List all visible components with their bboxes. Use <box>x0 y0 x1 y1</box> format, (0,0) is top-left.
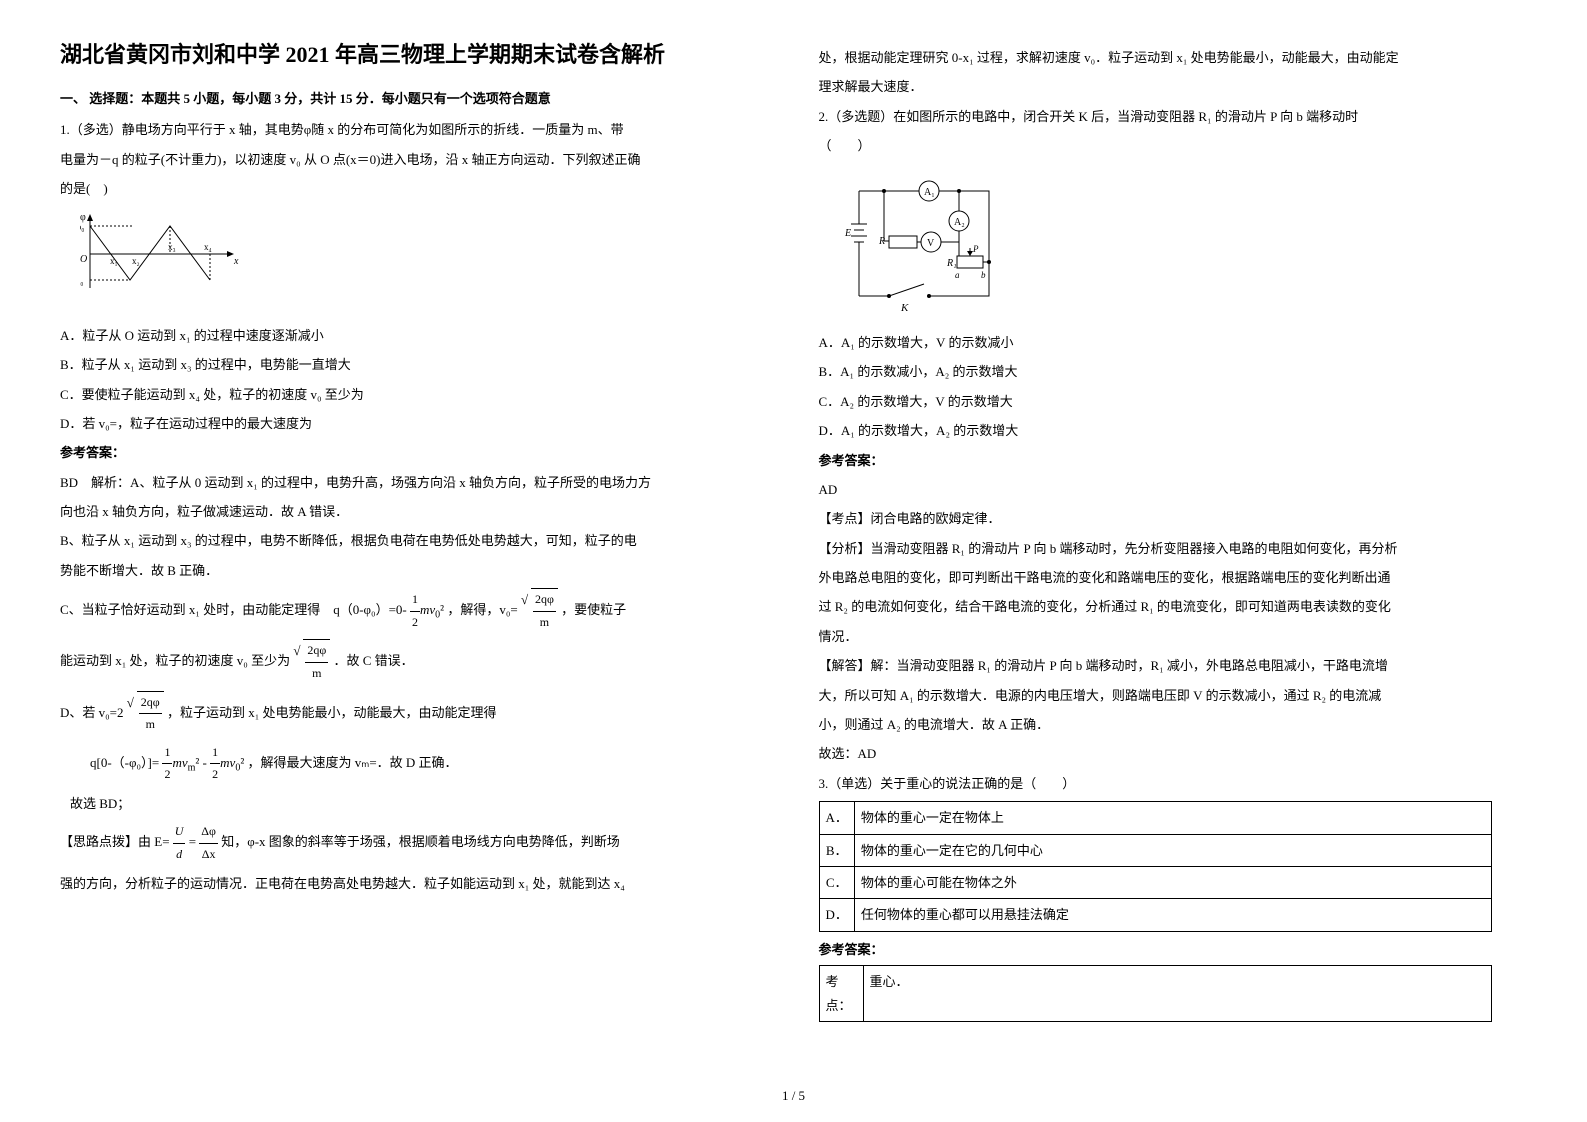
q1-ans8: q[0-（-φ₀）]= 12mvm² - 12mv0² ，解得最大速度为 vₘ=… <box>60 742 769 786</box>
circuit-diagram: E K A₁ R V <box>839 166 1528 323</box>
page-footer: 1 / 5 <box>0 1088 1587 1104</box>
q1-think: 【思路点拨】由 E= Ud = ΔφΔx 知，φ-x 图象的斜率等于场强，根据顺… <box>60 821 769 865</box>
q1-optC: C．要使粒子能运动到 x₄ 处，粒子的初速度 v₀ 至少为 <box>60 383 769 406</box>
q1-ans7: D、若 v₀=2 2qφm ，粒子运动到 x₁ 处电势能最小，动能最大，由动能定… <box>60 691 769 736</box>
q1-think-mid: = <box>189 834 196 849</box>
svg-text:P: P <box>972 244 979 254</box>
frac-half-mv0sq-1: 12 <box>410 589 420 633</box>
q3-kd-row: 考点： 重心． <box>819 965 1492 1022</box>
sqrt-2qphi-m-2: 2qφm <box>293 639 330 684</box>
q2-ref-label: 参考答案： <box>819 449 1528 472</box>
q2-optA: A．A₁ 的示数增大，V 的示数减小 <box>819 331 1528 354</box>
svg-text:a: a <box>955 270 960 280</box>
svg-text:E: E <box>844 228 851 239</box>
q1-ans4: 势能不断增大．故 B 正确． <box>60 559 769 582</box>
q3-optB: 物体的重心一定在它的几何中心 <box>854 834 1491 866</box>
q2-jd1: 【解答】解：当滑动变阻器 R₁ 的滑动片 P 向 b 端移动时，R₁ 减小，外电… <box>819 654 1528 677</box>
q2-paren: （ ） <box>819 134 1528 157</box>
col2-l1: 处，根据动能定理研究 0-x₁ 过程，求解初速度 v₀．粒子运动到 x₁ 处电势… <box>819 46 1528 69</box>
svg-text:R₁: R₁ <box>946 258 957 269</box>
q3-stem: 3.（单选）关于重心的说法正确的是（ ） <box>819 772 1528 795</box>
q3-optA: 物体的重心一定在物体上 <box>854 802 1491 834</box>
phi-x-diagram: φ φ₀ O x₁ x₂ x₃ x₄ x -φ₀ <box>80 208 769 315</box>
q1-ans6-pre: 能运动到 x₁ 处，粒子的初速度 v₀ 至少为 <box>60 654 290 669</box>
svg-text:x: x <box>233 256 239 267</box>
q1-ans8-mid: - <box>203 755 207 770</box>
q3-D-label: D． <box>819 899 854 931</box>
q2-ans: AD <box>819 478 1528 501</box>
q3-A-label: A． <box>819 802 854 834</box>
sqrt-2qphi-m-1: 2qφm <box>521 588 558 633</box>
q1-ans8-pre: q[0-（-φ₀）]= <box>90 755 159 770</box>
q1-optB: B．粒子从 x₁ 运动到 x₃ 的过程中，电势能一直增大 <box>60 353 769 376</box>
q3-C-label: C． <box>819 866 854 898</box>
svg-text:x₁: x₁ <box>110 256 118 266</box>
page-title: 湖北省黄冈市刘和中学 2021 年高三物理上学期期末试卷含解析 <box>60 40 769 71</box>
svg-text:-φ₀: -φ₀ <box>80 276 83 286</box>
q1-ans6-end: ．故 C 错误． <box>334 654 414 669</box>
q2-optB: B．A₁ 的示数减小，A₂ 的示数增大 <box>819 360 1528 383</box>
q3-kd-k: 考点： <box>820 966 864 1021</box>
q3-optC: 物体的重心可能在物体之外 <box>854 866 1491 898</box>
svg-text:φ₀: φ₀ <box>80 222 84 232</box>
q1-ans8-end: ，解得最大速度为 vₘ=．故 D 正确． <box>247 755 457 770</box>
q2-fx4: 情况． <box>819 625 1528 648</box>
svg-text:A₁: A₁ <box>924 187 935 198</box>
q1-optA: A．粒子从 O 运动到 x₁ 的过程中速度逐渐减小 <box>60 324 769 347</box>
frac-dphi-dx: ΔφΔx <box>199 821 218 865</box>
q3-B-label: B． <box>819 834 854 866</box>
svg-text:b: b <box>981 270 986 280</box>
q1-ans1: BD 解析：A、粒子从 0 运动到 x₁ 的过程中，电势升高，场强方向沿 x 轴… <box>60 471 769 494</box>
q3-optD: 任何物体的重心都可以用悬挂法确定 <box>854 899 1491 931</box>
frac-U-d: Ud <box>173 821 186 865</box>
q2-optD: D．A₁ 的示数增大，A₂ 的示数增大 <box>819 419 1528 442</box>
q1-stem-b: 电量为－q 的粒子(不计重力)，以初速度 v₀ 从 O 点(x＝0)进入电场，沿… <box>60 148 769 171</box>
col2-l2: 理求解最大速度． <box>819 75 1528 98</box>
section-1-head: 一、 选择题：本题共 5 小题，每小题 3 分，共计 15 分．每小题只有一个选… <box>60 87 769 110</box>
svg-text:O: O <box>80 254 87 265</box>
q2-jd2: 大，所以可知 A₁ 的示数增大．电源的内电压增大，则路端电压即 V 的示数减小，… <box>819 684 1528 707</box>
q1-think-pre: 【思路点拨】由 E= <box>60 834 170 849</box>
sqrt-2qphi-m-3: 2qφm <box>127 691 164 736</box>
svg-text:V: V <box>927 238 935 249</box>
q1-ans7-pre: D、若 v₀=2 <box>60 705 124 720</box>
q1-ref-label: 参考答案： <box>60 441 769 464</box>
q1-ans5: C、当粒子恰好运动到 x₁ 处时，由动能定理得 q（0-φ₀）=0- 12mv0… <box>60 588 769 633</box>
q1-stem-a: 1.（多选）静电场方向平行于 x 轴，其电势φ随 x 的分布可简化为如图所示的折… <box>60 118 769 141</box>
q1-ans5-end: ，要使粒子 <box>561 602 626 617</box>
q1-ans5-mid: ，解得，v₀= <box>447 602 517 617</box>
q1-ans9: 故选 BD； <box>60 792 769 815</box>
q3-options-table: A．物体的重心一定在物体上 B．物体的重心一定在它的几何中心 C．物体的重心可能… <box>819 801 1492 932</box>
q1-think-end: 知，φ-x 图象的斜率等于场强，根据顺着电场线方向电势降低，判断场 <box>221 834 620 849</box>
svg-text:x₂: x₂ <box>132 256 140 266</box>
q2-kd: 【考点】闭合电路的欧姆定律． <box>819 507 1528 530</box>
q1-ans3: B、粒子从 x₁ 运动到 x₃ 的过程中，电势不断降低，根据负电荷在电势低处电势… <box>60 529 769 552</box>
q2-fx1: 【分析】当滑动变阻器 R₁ 的滑动片 P 向 b 端移动时，先分析变阻器接入电路… <box>819 537 1528 560</box>
q2-fx3: 过 R₂ 的电流如何变化，结合干路电流的变化，分析通过 R₁ 的电流变化，即可知… <box>819 595 1528 618</box>
q2-jd3: 小，则通过 A₂ 的电流增大．故 A 正确． <box>819 713 1528 736</box>
frac-half-mv0sq-2: 12 <box>210 742 220 786</box>
svg-text:x₄: x₄ <box>204 242 212 252</box>
q2-fx2: 外电路总电阻的变化，即可判断出干路电流的变化和路端电压的变化，根据路端电压的变化… <box>819 566 1528 589</box>
q1-ans5-pre: C、当粒子恰好运动到 x₁ 处时，由动能定理得 q（0-φ₀）=0- <box>60 602 407 617</box>
q2-sel: 故选：AD <box>819 742 1528 765</box>
svg-text:A₂: A₂ <box>954 217 965 228</box>
q2-stem: 2.（多选题）在如图所示的电路中，闭合开关 K 后，当滑动变阻器 R₁ 的滑动片… <box>819 105 1528 128</box>
q2-optC: C．A₂ 的示数增大，V 的示数增大 <box>819 390 1528 413</box>
frac-half-mvmsq: 12 <box>162 742 172 786</box>
q1-ans7-end: ，粒子运动到 x₁ 处电势能最小，动能最大，由动能定理得 <box>167 705 497 720</box>
q1-ans6: 能运动到 x₁ 处，粒子的初速度 v₀ 至少为 2qφm ．故 C 错误． <box>60 639 769 684</box>
q3-ref-label: 参考答案： <box>819 938 1528 961</box>
svg-text:K: K <box>900 302 909 314</box>
q1-ans2: 向也沿 x 轴负方向，粒子做减速运动．故 A 错误． <box>60 500 769 523</box>
svg-text:R: R <box>878 236 885 247</box>
q3-kd-v: 重心． <box>864 966 1491 1021</box>
svg-text:x₃: x₃ <box>168 242 176 252</box>
q1-stem-c: 的是( ) <box>60 177 769 200</box>
q1-think2: 强的方向，分析粒子的运动情况．正电荷在电势高处电势越大．粒子如能运动到 x₁ 处… <box>60 872 769 895</box>
q1-optD: D．若 v₀=，粒子在运动过程中的最大速度为 <box>60 412 769 435</box>
